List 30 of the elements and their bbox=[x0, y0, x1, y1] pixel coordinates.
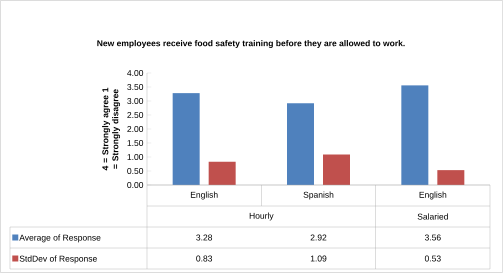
text: Hourly bbox=[250, 212, 274, 220]
y-tick-label: 3.50 bbox=[127, 84, 144, 90]
x-tick-label: English bbox=[420, 192, 446, 200]
data-label: 3.56 bbox=[424, 234, 441, 241]
chart-title: New employees receive food safety training before they are allowed to work. bbox=[97, 40, 405, 48]
data-label: 0.53 bbox=[424, 256, 441, 262]
x-tick-label: Spanish bbox=[304, 192, 334, 200]
y-tick-label: 2.50 bbox=[127, 112, 144, 118]
y-axis-title: 4 = Strongly agree 1 = Strongly disagree bbox=[102, 88, 120, 170]
y-tick-label: 4.00 bbox=[127, 70, 144, 76]
bar bbox=[287, 103, 314, 185]
bar bbox=[437, 170, 464, 185]
y-tick-label: 0.50 bbox=[127, 168, 144, 174]
bar bbox=[401, 85, 428, 185]
y-tick-label: 0.00 bbox=[127, 182, 144, 188]
bar bbox=[208, 162, 236, 185]
y-tick-label: 3.00 bbox=[127, 98, 144, 104]
legend-label: StdDev of Response bbox=[20, 255, 97, 264]
y-tick-label: 1.50 bbox=[128, 140, 144, 146]
legend-label: Average of Response bbox=[19, 234, 100, 242]
y-tick-label: 2.00 bbox=[127, 126, 144, 132]
data-label: 1.09 bbox=[310, 256, 326, 262]
bar bbox=[172, 93, 200, 185]
data-label: 3.28 bbox=[196, 234, 212, 241]
data-label: 0.83 bbox=[196, 256, 212, 262]
text: Salaried bbox=[418, 213, 448, 220]
x-tick-label: English bbox=[190, 192, 218, 200]
y-tick-label: 1.00 bbox=[128, 154, 144, 160]
bar bbox=[323, 154, 350, 185]
data-label: 2.92 bbox=[310, 234, 326, 241]
